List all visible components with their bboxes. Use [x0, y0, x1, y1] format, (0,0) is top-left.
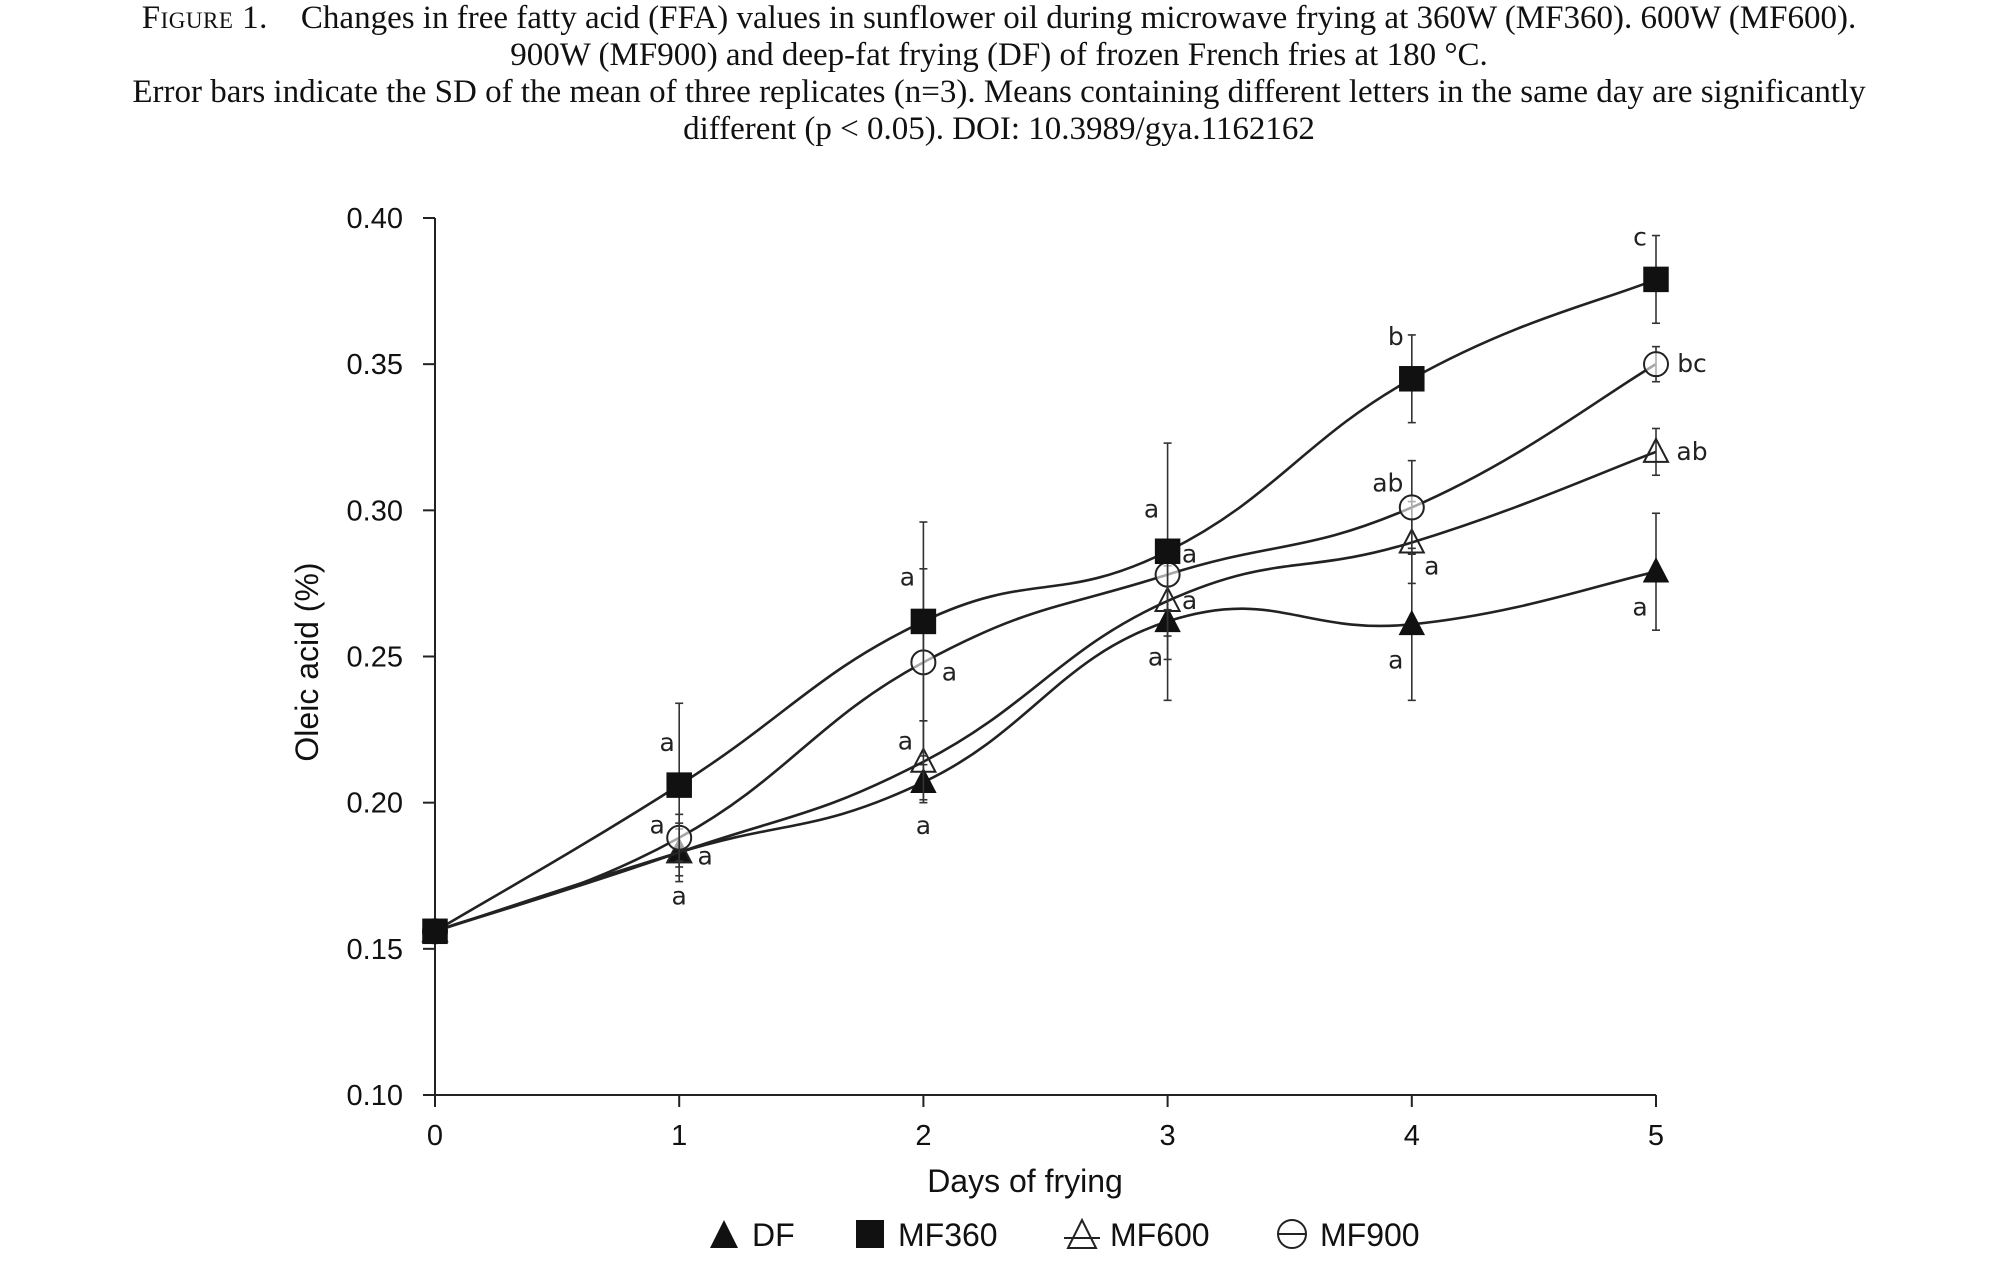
series-df — [421, 512, 1670, 944]
figure-label: Figure 1. — [141, 0, 268, 36]
y-tick-label: 0.15 — [347, 934, 403, 966]
significance-letter: c — [1633, 222, 1647, 251]
significance-letter: a — [942, 657, 957, 686]
legend-marker — [856, 1220, 884, 1248]
series-mf360 — [422, 234, 1669, 945]
legend-label: MF900 — [1320, 1217, 1420, 1253]
data-point — [909, 746, 938, 773]
x-tick-label: 0 — [427, 1120, 443, 1152]
legend-item-df: DF — [710, 1217, 795, 1253]
significance-letter: a — [698, 841, 713, 870]
x-tick-label: 2 — [915, 1120, 931, 1152]
data-point — [1642, 557, 1670, 583]
data-point — [1643, 266, 1669, 293]
legend-marker — [710, 1220, 738, 1248]
significance-letter: ab — [1676, 437, 1707, 466]
legend-item-mf360: MF360 — [856, 1217, 998, 1253]
caption-text-1: Changes in free fatty acid (FFA) values … — [300, 0, 1857, 36]
significance-letter: a — [900, 562, 915, 591]
significance-letter: a — [1182, 540, 1197, 569]
caption-line-1: Figure 1. Changes in free fatty acid (FF… — [0, 0, 1998, 37]
significance-letter: a — [1148, 642, 1163, 671]
x-axis-title: Days of frying — [927, 1163, 1123, 1199]
significance-letter: a — [1182, 586, 1197, 615]
data-point — [1154, 538, 1181, 565]
data-point — [910, 608, 937, 635]
significance-letter: a — [1424, 551, 1439, 580]
data-point — [666, 772, 692, 798]
y-tick-label: 0.40 — [347, 203, 403, 235]
series-layer — [421, 234, 1670, 945]
data-point — [1642, 436, 1670, 463]
data-point — [422, 918, 448, 945]
legend: DF MF360 MF600 MF900 — [710, 1217, 1420, 1253]
x-tick-label: 1 — [671, 1120, 687, 1152]
caption-line-3: Error bars indicate the SD of the mean o… — [132, 74, 1866, 110]
y-tick-label: 0.30 — [347, 495, 403, 527]
figure-caption: Figure 1. Changes in free fatty acid (FF… — [0, 0, 1998, 148]
y-tick-label: 0.25 — [347, 642, 403, 674]
significance-letter: a — [660, 728, 675, 757]
series-line — [434, 278, 1657, 933]
significance-letter: bc — [1677, 349, 1707, 378]
y-tick-label: 0.20 — [347, 788, 403, 820]
data-point — [1398, 609, 1426, 636]
series-mf900 — [422, 345, 1669, 945]
y-tick-label: 0.10 — [347, 1080, 403, 1112]
significance-letter: a — [672, 881, 687, 910]
series-line — [434, 363, 1657, 933]
data-point — [1399, 366, 1425, 392]
caption-line-2: 900W (MF900) and deep-fat frying (DF) of… — [510, 37, 1488, 73]
legend-item-mf600: MF600 — [1064, 1217, 1210, 1253]
legend-item-mf900: MF900 — [1277, 1217, 1420, 1253]
series-line — [434, 570, 1657, 933]
y-axis-title: Oleic acid (%) — [289, 562, 325, 761]
caption-line-4: different (p < 0.05). DOI: 10.3989/gya.1… — [683, 111, 1315, 147]
legend-label: DF — [752, 1217, 795, 1253]
significance-letter: a — [898, 727, 913, 756]
x-tick-label: 4 — [1404, 1120, 1420, 1152]
x-tick-label: 3 — [1160, 1120, 1176, 1152]
significance-letter: a — [1388, 645, 1403, 674]
y-tick-label: 0.35 — [347, 349, 403, 381]
significance-letter: a — [1144, 494, 1159, 523]
axes: 0 1 2 3 4 5 0.10 0.15 0.20 0.25 0.30 0.35 0.40 — [347, 203, 1665, 1152]
series-line — [434, 450, 1657, 933]
data-point — [1398, 494, 1425, 521]
x-tick-label: 5 — [1648, 1120, 1664, 1152]
significance-letter: b — [1388, 322, 1404, 351]
data-point — [1643, 351, 1669, 378]
series-mf600 — [421, 427, 1670, 944]
significance-letter: a — [1632, 593, 1647, 622]
significance-letter: a — [916, 811, 931, 840]
significance-letter: ab — [1372, 468, 1403, 497]
legend-label: MF600 — [1110, 1217, 1210, 1253]
significance-letter: a — [650, 811, 665, 840]
legend-label: MF360 — [898, 1217, 998, 1253]
legend-marker — [1066, 1217, 1098, 1249]
